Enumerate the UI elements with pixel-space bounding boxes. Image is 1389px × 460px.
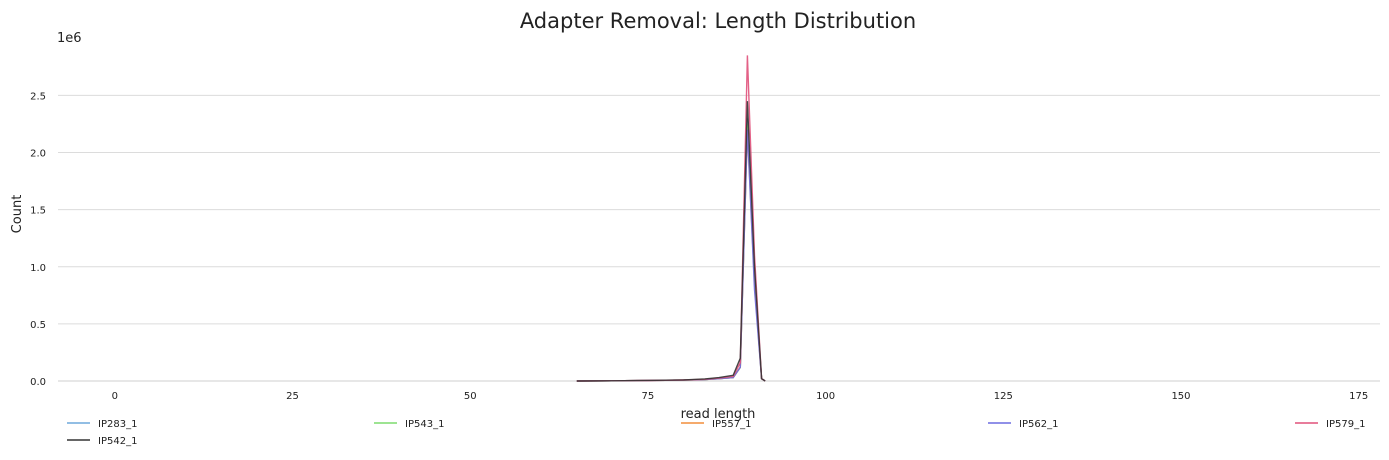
y-tick-label: 2.0 <box>30 149 46 160</box>
series-line-ip557-1 <box>576 129 766 382</box>
gridlines <box>58 94 1380 325</box>
x-tick-label: 125 <box>994 391 1013 402</box>
y-axis-label: Count <box>10 195 25 234</box>
x-tick-label: 0 <box>112 391 118 402</box>
legend-label: IP543_1 <box>405 419 444 430</box>
x-tick-label: 100 <box>816 391 835 402</box>
legend-item: IP562_1 <box>988 419 1058 430</box>
y-tick-label: 0.5 <box>30 320 46 331</box>
legend-item: IP557_1 <box>681 419 751 430</box>
legend-label: IP557_1 <box>712 419 751 430</box>
x-tick-label: 150 <box>1171 391 1190 402</box>
y-tick-labels: 0.0 0.5 1.0 1.5 2.0 2.5 <box>30 91 46 388</box>
x-axis-label: read length <box>681 407 756 422</box>
chart-title: Adapter Removal: Length Distribution <box>520 9 916 33</box>
x-tick-label: 25 <box>286 391 299 402</box>
y-multiplier-label: 1e6 <box>57 31 82 46</box>
legend-label: IP579_1 <box>1326 419 1365 430</box>
legend-label: IP562_1 <box>1019 419 1058 430</box>
legend-label: IP542_1 <box>98 436 137 447</box>
legend-item: IP283_1 <box>67 419 137 430</box>
y-tick-label: 2.5 <box>30 91 46 102</box>
legend-label: IP283_1 <box>98 419 137 430</box>
x-tick-labels: 0 25 50 75 100 125 150 175 <box>112 391 1369 402</box>
series-line-ip283-1 <box>576 118 766 382</box>
legend-item: IP543_1 <box>374 419 444 430</box>
series-line-ip562-1 <box>576 129 766 382</box>
series-lines <box>576 55 766 382</box>
y-tick-label: 1.5 <box>30 206 46 217</box>
legend-item: IP542_1 <box>67 436 137 447</box>
legend-item: IP579_1 <box>1295 419 1365 430</box>
legend: IP283_1 IP543_1 IP557_1 IP562_1 IP579_1 IP542… <box>67 419 1365 447</box>
series-line-ip543-1 <box>576 123 766 382</box>
series-line-ip542-1 <box>576 101 766 382</box>
x-tick-label: 175 <box>1349 391 1368 402</box>
y-tick-label: 1.0 <box>30 263 46 274</box>
x-tick-label: 75 <box>642 391 655 402</box>
y-tick-label: 0.0 <box>30 377 46 388</box>
x-tick-label: 50 <box>464 391 477 402</box>
series-line-ip579-1 <box>576 55 766 382</box>
